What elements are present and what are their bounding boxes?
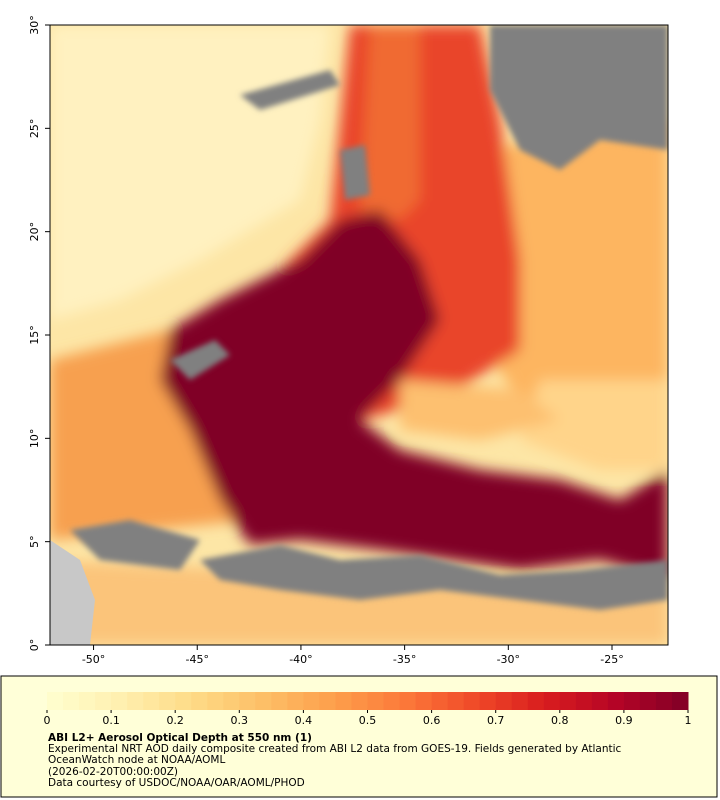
x-tick-label: -40° [289, 653, 312, 666]
colorbar-tick-label: 0 [44, 714, 51, 727]
colorbar-step [447, 692, 465, 710]
colorbar-step [191, 692, 208, 710]
colorbar-tick-label: 0.2 [166, 714, 184, 727]
caption-title: ABI L2+ Aerosol Optical Depth at 550 nm … [48, 732, 312, 744]
y-tick-label: 30° [28, 15, 41, 35]
y-tick-label: 25° [28, 119, 41, 139]
colorbar-step [463, 692, 481, 710]
y-tick-label: 10° [28, 429, 41, 449]
x-tick-label: -45° [186, 653, 209, 666]
colorbar-step [431, 692, 449, 710]
colorbar-step [79, 692, 96, 710]
y-tick-label: 20° [28, 222, 41, 242]
colorbar-step [399, 692, 417, 710]
colorbar-tick-label: 0.1 [102, 714, 120, 727]
colorbar-step [479, 692, 497, 710]
colorbar-step [623, 692, 641, 710]
x-tick-label: -35° [393, 653, 416, 666]
colorbar-step [175, 692, 192, 710]
colorbar-step [495, 692, 513, 710]
colorbar-tick-label: 0.6 [423, 714, 441, 727]
caption-line: Experimental NRT AOD daily composite cre… [48, 743, 622, 755]
colorbar-step [367, 692, 385, 710]
aod-map [50, 25, 668, 645]
colorbar-step [271, 692, 288, 710]
caption-line: (2026-02-20T00:00:00Z) [48, 766, 178, 778]
colorbar-step [95, 692, 112, 710]
colorbar-step [239, 692, 256, 710]
colorbar-step [671, 692, 689, 710]
caption-line: Data courtesy of USDOC/NOAA/OAR/AOML/PHO… [48, 777, 305, 789]
colorbar-step [415, 692, 433, 710]
colorbar-step [351, 692, 368, 710]
y-tick-label: 15° [28, 325, 41, 345]
colorbar-step [527, 692, 545, 710]
colorbar-tick-label: 0.9 [615, 714, 633, 727]
y-tick-label: 0° [28, 639, 41, 652]
colorbar-step [511, 692, 529, 710]
colorbar-step [223, 692, 240, 710]
colorbar-step [559, 692, 577, 710]
colorbar-tick-label: 0.4 [295, 714, 313, 727]
colorbar-step [207, 692, 224, 710]
colorbar-step [143, 692, 160, 710]
x-tick-label: -25° [600, 653, 623, 666]
colorbar-step [303, 692, 320, 710]
colorbar-step [255, 692, 272, 710]
caption-line: OceanWatch node at NOAA/AOML [48, 754, 225, 766]
colorbar-step [319, 692, 336, 710]
colorbar-step [655, 692, 673, 710]
colorbar-step [335, 692, 352, 710]
colorbar-step [159, 692, 176, 710]
colorbar-step [47, 692, 64, 710]
colorbar-tick-label: 0.3 [231, 714, 249, 727]
colorbar-step [127, 692, 144, 710]
colorbar-tick-label: 0.7 [487, 714, 505, 727]
colorbar-step [591, 692, 609, 710]
colorbar-tick-label: 0.5 [359, 714, 377, 727]
colorbar-step [575, 692, 593, 710]
colorbar-step [383, 692, 401, 710]
colorbar-step [111, 692, 128, 710]
y-tick-label: 5° [28, 535, 41, 548]
colorbar-step [607, 692, 625, 710]
x-tick-label: -30° [497, 653, 520, 666]
colorbar-step [287, 692, 304, 710]
colorbar-step [639, 692, 657, 710]
colorbar-tick-label: 0.8 [551, 714, 569, 727]
colorbar-step [543, 692, 561, 710]
colorbar-tick-label: 1 [685, 714, 692, 727]
colorbar-step [63, 692, 80, 710]
x-tick-label: -50° [82, 653, 105, 666]
